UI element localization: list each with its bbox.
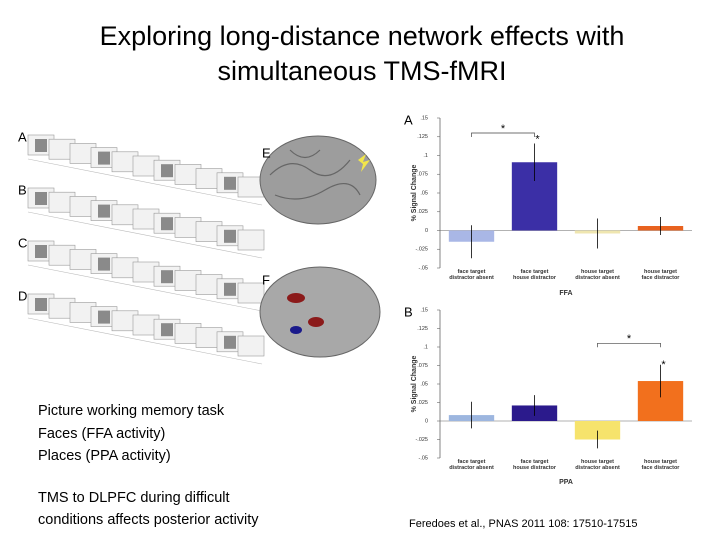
- x-tick-label: face target distractor absent: [449, 459, 494, 471]
- y-tick-label: .125: [417, 134, 428, 140]
- y-tick-label: 0: [425, 418, 428, 424]
- stimulus-image: [35, 192, 47, 205]
- y-tick-label: -.025: [415, 247, 428, 253]
- stimulus-image: [224, 229, 236, 243]
- y-axis-label: % Signal Change: [411, 356, 418, 413]
- body-text: Faces (FFA activity): [38, 426, 165, 442]
- body-text: Places (PPA activity): [38, 448, 171, 464]
- body-text: Picture working memory task: [38, 403, 225, 419]
- y-tick-label: .1: [423, 153, 428, 159]
- significance-bracket: [597, 342, 661, 348]
- x-tick-label: house target face distractor: [642, 269, 681, 281]
- slide-title: simultaneous TMS-fMRI: [217, 56, 506, 86]
- stimulus-image: [35, 245, 47, 258]
- brain-ventral: [259, 266, 381, 358]
- y-tick-label: .05: [420, 190, 428, 196]
- conclusion-text: TMS to DLPFC during difficult: [38, 490, 230, 506]
- x-tick-label: house target face distractor: [642, 459, 681, 471]
- tms-coil: [358, 154, 370, 172]
- y-tick-label: .15: [420, 115, 428, 121]
- annotation: *: [535, 133, 540, 145]
- roi-region: [290, 326, 302, 334]
- stimulus-image: [161, 164, 173, 178]
- panel-label: D: [18, 288, 27, 303]
- timeline: [27, 264, 263, 312]
- y-tick-label: .075: [417, 363, 428, 369]
- brain-detail: [269, 149, 361, 200]
- x-tick-label: face target house distractor: [513, 269, 557, 281]
- y-tick-label: -.05: [419, 265, 428, 271]
- y-tick-label: -.05: [419, 455, 428, 461]
- stimulus-frame: [237, 229, 265, 251]
- task-figure: A B C D E F: [18, 129, 381, 365]
- y-tick-label: .025: [417, 400, 428, 406]
- timeline: [27, 158, 263, 206]
- panel-label: B: [404, 304, 413, 319]
- y-axis-label: % Signal Change: [411, 165, 418, 222]
- x-tick-label: house target distractor absent: [575, 269, 620, 281]
- bar: [574, 421, 621, 440]
- ffa-region: [287, 293, 305, 303]
- annotation: *: [661, 359, 666, 371]
- annotation: *: [627, 333, 632, 345]
- y-tick-label: .05: [420, 381, 428, 387]
- stimulus-image: [224, 176, 236, 190]
- timeline: [27, 317, 263, 365]
- x-axis-label: FFA: [559, 290, 572, 297]
- annotation: *: [501, 123, 506, 135]
- panel-label: A: [18, 129, 27, 144]
- y-tick-label: .15: [420, 307, 428, 313]
- panel-label: F: [262, 272, 270, 287]
- y-tick-label: .1: [423, 344, 428, 350]
- x-tick-label: face target house distractor: [513, 459, 557, 471]
- panel-label: A: [404, 112, 413, 127]
- stimulus-frame: [237, 282, 265, 304]
- y-tick-label: .025: [417, 209, 428, 215]
- y-tick-label: .075: [417, 172, 428, 178]
- stimulus-image: [161, 323, 173, 337]
- x-tick-label: face target distractor absent: [449, 269, 494, 281]
- timeline: [27, 211, 263, 259]
- y-tick-label: 0: [425, 228, 428, 234]
- stimulus-image: [98, 257, 110, 271]
- slide-title: Exploring long-distance network effects …: [100, 21, 625, 51]
- stimulus-image: [161, 270, 173, 284]
- panel-label: E: [262, 145, 271, 160]
- stimulus-image: [35, 298, 47, 311]
- stimulus-image: [161, 217, 173, 231]
- significance-bracket: [471, 132, 535, 137]
- stimulus-image: [224, 282, 236, 296]
- stimulus-image: [224, 335, 236, 349]
- brain-lateral: [259, 135, 377, 225]
- x-axis-label: PPA: [559, 479, 573, 486]
- panel-label: B: [18, 182, 27, 197]
- conclusion-text: conditions affects posterior activity: [38, 512, 259, 528]
- ppa-region: [308, 317, 324, 327]
- stimulus-image: [98, 204, 110, 218]
- stimulus-frame: [237, 335, 265, 357]
- citation: Feredoes et al., PNAS 2011 108: 17510-17…: [409, 518, 638, 530]
- stimulus-image: [35, 139, 47, 152]
- x-tick-label: house target distractor absent: [575, 459, 620, 471]
- y-tick-label: -.025: [415, 437, 428, 443]
- panel-label: C: [18, 235, 27, 250]
- y-tick-label: .125: [417, 326, 428, 332]
- stimulus-image: [98, 310, 110, 324]
- stimulus-image: [98, 151, 110, 165]
